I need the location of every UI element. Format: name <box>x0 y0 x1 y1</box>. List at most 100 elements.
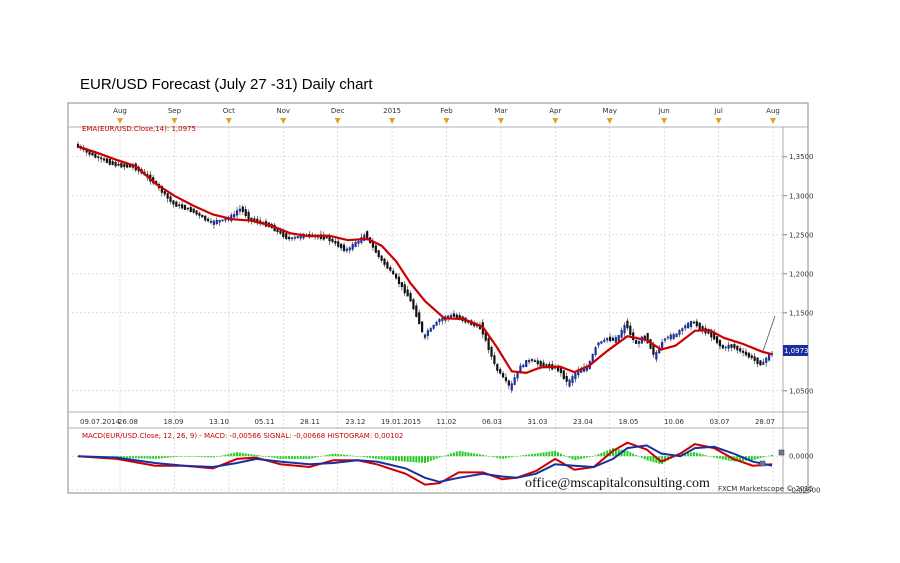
candle-body <box>435 321 438 326</box>
histogram-bar <box>502 456 505 459</box>
histogram-bar <box>160 456 163 459</box>
candle-body <box>658 347 661 354</box>
candle-body <box>244 209 247 217</box>
month-axis: Aug Sep Oct Nov Dec 2015 Feb Mar Apr May Jun Jul Aug <box>113 107 780 124</box>
candle-body <box>649 339 652 349</box>
candle-body <box>334 240 337 244</box>
price-tick-label: 1,3000 <box>789 192 814 200</box>
date-label: 03.07 <box>709 418 729 426</box>
month-label: Mar <box>494 107 507 115</box>
histogram-bar <box>157 456 160 459</box>
candle-body <box>218 219 221 223</box>
candle-body <box>426 330 429 336</box>
candle-body <box>611 337 615 341</box>
candle-body <box>276 228 279 232</box>
candle-body <box>634 340 638 344</box>
histogram-bar <box>713 456 716 458</box>
histogram-bar <box>241 452 244 457</box>
candle-body <box>669 334 672 340</box>
candle-body <box>574 372 577 380</box>
candle-body <box>357 240 360 244</box>
candle-body <box>626 320 629 329</box>
candle-body <box>516 371 519 379</box>
histogram-bar <box>337 454 340 457</box>
candle-body <box>348 247 351 251</box>
candle-layer <box>76 141 774 393</box>
candle-body <box>620 330 623 338</box>
histogram-bar <box>267 456 270 457</box>
candle-body <box>568 379 571 387</box>
histogram-bar <box>637 456 640 457</box>
histogram-bar <box>661 456 664 464</box>
histogram-bar <box>262 456 265 457</box>
candle-body <box>94 153 97 158</box>
histogram-bar <box>467 452 470 457</box>
histogram-bar <box>690 452 693 457</box>
histogram-bar <box>551 451 554 457</box>
histogram-bar <box>415 456 418 463</box>
histogram-bar <box>334 453 337 457</box>
histogram-bar <box>533 453 536 457</box>
candle-body <box>238 208 242 212</box>
macd-tick-label: 0,0000 <box>789 453 814 461</box>
histogram-bar <box>256 455 259 457</box>
candle-body <box>687 322 690 329</box>
histogram-bar <box>594 455 597 457</box>
ema-indicator-label: EMA(EUR/USD.Close,14): 1,0975 <box>82 125 196 133</box>
histogram-bar <box>478 454 481 457</box>
event-marker-icon <box>497 118 504 124</box>
histogram-bar <box>331 453 334 457</box>
histogram-bar <box>588 456 591 458</box>
candle-body <box>406 289 409 297</box>
date-label: 18.09 <box>163 418 183 426</box>
candle-body <box>536 360 539 365</box>
current-price-label: 1,09737 <box>784 347 813 355</box>
candle-body <box>88 150 91 155</box>
chart-frame <box>67 102 809 494</box>
candle-body <box>432 324 435 329</box>
candle-body <box>322 234 325 240</box>
histogram-bar <box>568 456 571 458</box>
histogram-bar <box>496 456 499 458</box>
candle-body <box>126 164 129 168</box>
histogram-bar <box>461 451 464 457</box>
candle-body <box>85 148 88 153</box>
macd-end-marker <box>778 449 785 456</box>
candle-body <box>207 218 210 222</box>
histogram-bar <box>600 452 603 457</box>
histogram-bar <box>435 456 438 459</box>
histogram-bar <box>377 456 380 460</box>
candle-body <box>646 333 649 344</box>
histogram-bar <box>192 456 195 457</box>
histogram-bar <box>510 456 513 458</box>
histogram-bar <box>476 453 479 457</box>
month-label: Apr <box>549 107 561 115</box>
histogram-bar <box>753 456 756 460</box>
month-label: Feb <box>440 107 453 115</box>
histogram-bar <box>279 456 282 459</box>
histogram-bar <box>152 456 155 459</box>
candle-body <box>501 373 505 378</box>
candle-body <box>698 322 701 330</box>
histogram-bar <box>293 456 296 459</box>
histogram-bar <box>542 452 545 457</box>
event-marker-icon <box>552 118 559 124</box>
histogram-bar <box>655 456 658 463</box>
candle-body <box>652 344 655 355</box>
candle-body <box>736 345 739 351</box>
histogram-bar <box>747 456 750 461</box>
histogram-bar <box>646 456 649 461</box>
histogram-bar <box>163 456 166 459</box>
candle-body <box>163 190 166 195</box>
month-label: 2015 <box>383 107 401 115</box>
candle-body <box>308 233 311 236</box>
candle-body <box>172 200 175 205</box>
candle-body <box>189 207 192 213</box>
histogram-bar <box>201 456 204 458</box>
histogram-bar <box>412 456 415 463</box>
histogram-bar <box>580 456 583 459</box>
candle-body <box>299 234 302 239</box>
histogram-bar <box>149 456 152 459</box>
candle-body <box>600 341 603 344</box>
candle-body <box>733 344 736 349</box>
